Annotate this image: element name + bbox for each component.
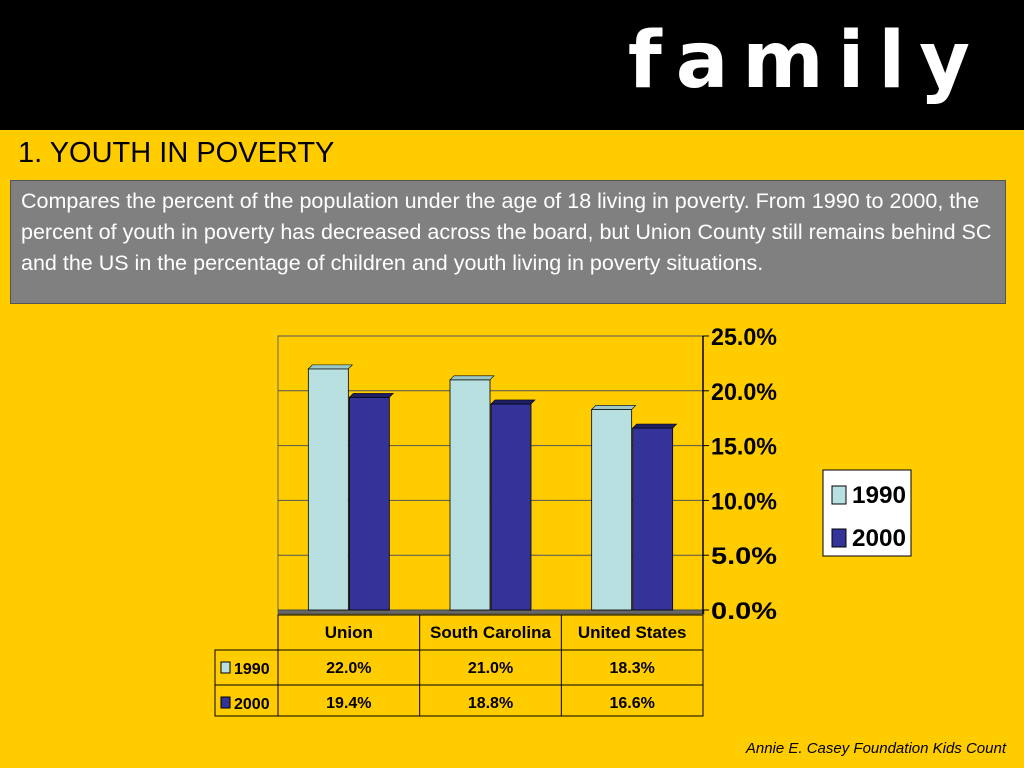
legend-swatch-1990: [831, 485, 847, 505]
y-tick-label: 5.0%: [711, 543, 777, 570]
bar-top-1990-south-carolina: [449, 375, 495, 381]
y-tick-label: 15.0%: [711, 434, 777, 461]
category-label-united-states: United States: [578, 623, 687, 642]
legend-swatch-2000: [831, 528, 847, 548]
description-box: Compares the percent of the population u…: [10, 180, 1006, 304]
bar-2000-united-states: [632, 427, 674, 611]
data-label-2000-united-states: 16.6%: [609, 695, 654, 712]
brand-title: family: [627, 16, 984, 106]
y-tick-label: 10.0%: [711, 488, 777, 515]
table-swatch-1990: [220, 661, 231, 674]
bar-top-2000-united-states: [631, 423, 678, 429]
data-label-2000-south-carolina: 18.8%: [468, 695, 513, 712]
source-note: Annie E. Casey Foundation Kids Count: [745, 740, 1006, 757]
table-swatch-2000: [220, 696, 231, 709]
data-label-2000-union: 19.4%: [326, 695, 371, 712]
y-tick-label: 20.0%: [711, 379, 777, 406]
data-label-1990-south-carolina: 21.0%: [468, 660, 513, 677]
section-title: 1. YOUTH IN POVERTY: [18, 137, 335, 169]
bar-top-1990-union: [307, 364, 354, 370]
bar-1990-union: [307, 368, 349, 611]
y-tick-label: 25.0%: [711, 324, 777, 351]
table-series-label-2000: 2000: [234, 696, 270, 713]
bar-2000-union: [348, 396, 390, 611]
bar-2000-south-carolina: [490, 403, 532, 611]
data-table: Union 22.0% 19.4% South Carolina 21.0% 18.8% U…: [214, 614, 704, 717]
data-label-1990-united-states: 18.3%: [609, 660, 654, 677]
category-label-union: Union: [325, 623, 373, 642]
bar-top-2000-south-carolina: [490, 399, 536, 405]
data-label-1990-union: 22.0%: [326, 660, 371, 677]
bar-top-2000-union: [348, 393, 395, 398]
legend-label-2000: 2000: [852, 525, 906, 552]
y-tick-label: 0.0%: [711, 598, 777, 625]
table-series-label-1990: 1990: [234, 661, 270, 678]
header-bar: family: [0, 0, 1024, 130]
bar-1990-south-carolina: [449, 379, 491, 611]
bar-top-1990-united-states: [590, 405, 637, 410]
legend-label-1990: 1990: [852, 482, 906, 509]
table-body: [214, 649, 704, 717]
category-label-south-carolina: South Carolina: [430, 623, 551, 642]
legend: 1990 2000: [822, 469, 912, 557]
bar-1990-united-states: [591, 409, 633, 611]
plot-floor: [277, 609, 705, 615]
